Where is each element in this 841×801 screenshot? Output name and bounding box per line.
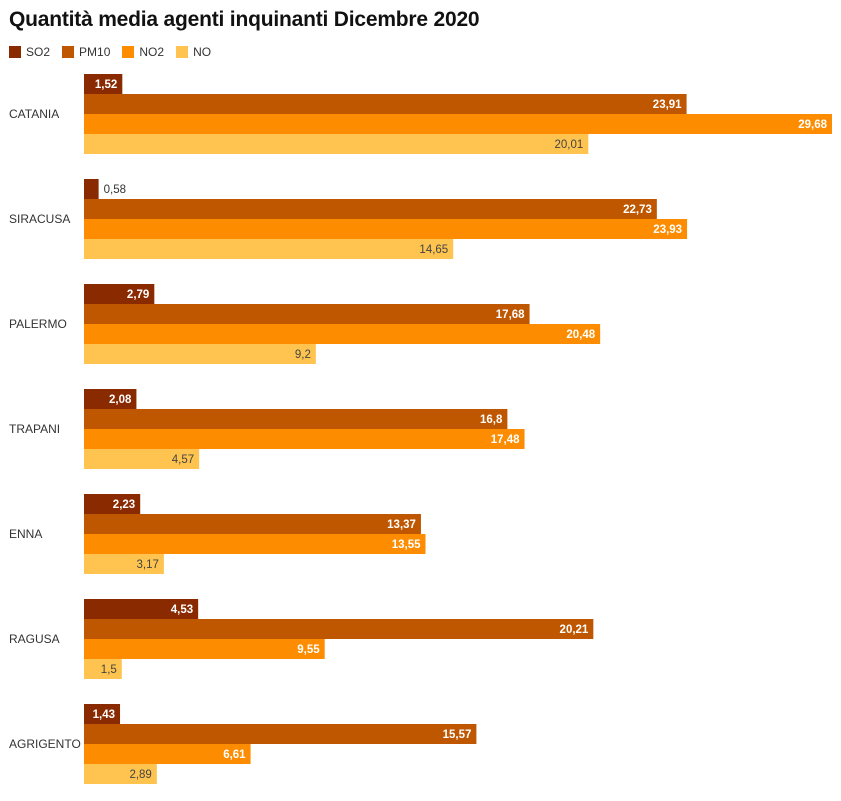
data-label: 14,65: [419, 244, 448, 256]
data-label: 4,53: [171, 604, 193, 616]
bar-pm10: [84, 514, 421, 534]
data-label: 1,43: [93, 709, 115, 721]
data-label: 22,73: [623, 204, 652, 216]
data-label: 1,5: [101, 664, 117, 676]
category-label: ENNA: [9, 527, 42, 541]
category-label: SIRACUSA: [9, 212, 70, 226]
bar-no: [84, 449, 200, 469]
legend-label-no2: NO2: [139, 45, 165, 59]
legend-item-so2: SO2: [9, 45, 50, 59]
bar-no: [84, 554, 164, 574]
data-label: 20,01: [555, 139, 584, 151]
data-label: 23,91: [653, 99, 682, 111]
bar-no: [84, 134, 589, 154]
bar-no2: [84, 534, 426, 554]
bar-so2: [84, 599, 199, 619]
data-label: 6,61: [223, 749, 246, 761]
data-label: 20,21: [560, 624, 589, 636]
data-label: 0,58: [104, 184, 126, 196]
data-label: 2,89: [129, 769, 151, 781]
data-label: 20,48: [566, 329, 595, 341]
data-label: 2,79: [127, 289, 149, 301]
bar-no2: [84, 744, 251, 764]
data-label: 15,57: [443, 729, 472, 741]
bar-no2: [84, 219, 688, 239]
bar-so2: [84, 389, 137, 409]
bar-pm10: [84, 304, 530, 324]
data-label: 13,37: [387, 519, 416, 531]
legend-item-no2: NO2: [122, 45, 164, 59]
bar-so2: [84, 284, 155, 304]
data-label: 1,52: [95, 79, 117, 91]
data-label: 3,17: [137, 559, 159, 571]
data-label: 29,68: [798, 119, 827, 131]
legend-swatch-so2: [9, 46, 21, 58]
bar-no2: [84, 114, 832, 134]
data-label: 9,2: [295, 349, 311, 361]
bar-so2: [84, 179, 99, 199]
data-label: 2,23: [113, 499, 135, 511]
bar-no2: [84, 639, 325, 659]
bar-pm10: [84, 94, 687, 114]
bar-no2: [84, 324, 601, 344]
bar-pm10: [84, 409, 508, 429]
data-label: 13,55: [392, 539, 421, 551]
bar-pm10: [84, 199, 657, 219]
bar-no: [84, 344, 316, 364]
bar-no: [84, 659, 122, 679]
category-label: AGRIGENTO: [9, 737, 81, 751]
bar-no: [84, 239, 454, 259]
bar-no2: [84, 429, 525, 449]
legend-item-pm10: PM10: [62, 45, 110, 59]
bar-so2: [84, 74, 123, 94]
legend-swatch-pm10: [62, 46, 75, 58]
data-label: 9,55: [297, 644, 320, 656]
chart-title: Quantità media agenti inquinanti Dicembr…: [9, 8, 480, 31]
category-label: RAGUSA: [9, 632, 60, 646]
data-label: 17,68: [496, 309, 525, 321]
data-label: 23,93: [653, 224, 682, 236]
category-label: CATANIA: [9, 107, 59, 121]
data-label: 4,57: [172, 454, 194, 466]
legend-item-no: NO: [176, 45, 211, 59]
bar-pm10: [84, 619, 594, 639]
legend-swatch-no: [176, 46, 189, 58]
legend-label-no: NO: [193, 45, 212, 59]
bar-no: [84, 764, 157, 784]
data-label: 16,8: [480, 414, 503, 426]
legend: SO2 PM10 NO2 NO: [9, 45, 211, 59]
legend-label-so2: SO2: [26, 45, 51, 59]
bar-so2: [84, 494, 141, 514]
category-label: PALERMO: [9, 317, 67, 331]
legend-label-pm10: PM10: [79, 45, 111, 59]
bar-so2: [84, 704, 121, 724]
data-label: 17,48: [491, 434, 520, 446]
legend-swatch-no2: [122, 46, 135, 58]
bar-pm10: [84, 724, 477, 744]
data-label: 2,08: [109, 394, 132, 406]
category-label: TRAPANI: [9, 422, 60, 436]
